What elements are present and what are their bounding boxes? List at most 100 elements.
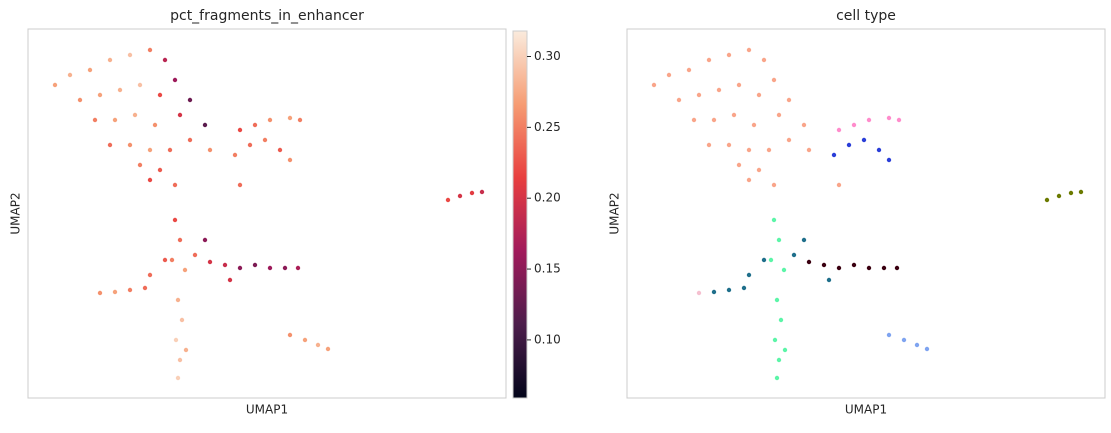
- point: [287, 157, 293, 163]
- point: [746, 272, 752, 278]
- point: [175, 375, 181, 381]
- point: [187, 137, 193, 143]
- point: [746, 47, 752, 53]
- point: [924, 346, 930, 352]
- point: [711, 117, 717, 123]
- point: [768, 257, 774, 263]
- point: [202, 122, 208, 128]
- point: [157, 92, 163, 98]
- point: [806, 147, 812, 153]
- point: [67, 72, 73, 78]
- point: [112, 289, 118, 295]
- point: [175, 297, 181, 303]
- point: [756, 92, 762, 98]
- point: [457, 193, 463, 199]
- point: [801, 122, 807, 128]
- point: [107, 142, 113, 148]
- point: [771, 182, 777, 188]
- y-axis-label: UMAP2: [9, 192, 23, 234]
- point: [237, 182, 243, 188]
- point: [751, 122, 757, 128]
- point: [746, 147, 752, 153]
- point: [173, 337, 179, 343]
- point: [836, 182, 842, 188]
- point: [1068, 190, 1074, 196]
- point: [479, 189, 485, 195]
- point: [761, 57, 767, 63]
- point: [187, 97, 193, 103]
- x-axis-label: UMAP1: [246, 403, 288, 417]
- point: [315, 342, 321, 348]
- point: [831, 152, 837, 158]
- point: [232, 152, 238, 158]
- colorbar: [512, 30, 528, 399]
- point: [142, 285, 148, 291]
- point: [776, 357, 782, 363]
- point: [192, 252, 198, 258]
- point: [97, 92, 103, 98]
- point: [325, 346, 331, 352]
- colorbar-tick-label: 0.10: [534, 332, 561, 346]
- point: [445, 197, 451, 203]
- point: [277, 147, 283, 153]
- axes-frame: [626, 28, 1106, 399]
- point: [237, 265, 243, 271]
- point: [247, 142, 253, 148]
- point: [666, 72, 672, 78]
- point: [806, 259, 812, 265]
- point: [726, 142, 732, 148]
- point: [157, 167, 163, 173]
- point: [172, 77, 178, 83]
- point: [901, 337, 907, 343]
- point: [736, 162, 742, 168]
- point: [287, 115, 293, 121]
- point: [469, 190, 475, 196]
- point: [771, 77, 777, 83]
- point: [297, 117, 303, 123]
- point: [894, 265, 900, 271]
- point: [169, 257, 175, 263]
- point: [781, 267, 787, 273]
- point: [282, 265, 288, 271]
- point: [736, 82, 742, 88]
- point: [1078, 189, 1084, 195]
- x-axis-label: UMAP1: [845, 403, 887, 417]
- chart-title: cell type: [836, 8, 896, 24]
- point: [774, 375, 780, 381]
- point: [686, 67, 692, 73]
- point: [766, 147, 772, 153]
- point: [826, 277, 832, 283]
- point: [92, 117, 98, 123]
- point: [295, 265, 301, 271]
- point: [137, 162, 143, 168]
- point: [726, 287, 732, 293]
- point: [237, 127, 243, 133]
- point: [87, 67, 93, 73]
- point: [252, 262, 258, 268]
- point: [676, 97, 682, 103]
- point: [711, 289, 717, 295]
- point: [267, 265, 273, 271]
- point: [741, 285, 747, 291]
- point: [252, 122, 258, 128]
- point: [177, 357, 183, 363]
- point: [262, 137, 268, 143]
- point: [177, 237, 183, 243]
- point: [836, 265, 842, 271]
- colorbar-tick-label: 0.30: [534, 49, 561, 63]
- point: [886, 115, 892, 121]
- point: [162, 57, 168, 63]
- axes-frame: [27, 28, 507, 399]
- colorbar-tick-label: 0.15: [534, 262, 561, 276]
- point: [207, 147, 213, 153]
- point: [97, 290, 103, 296]
- point: [127, 142, 133, 148]
- point: [227, 277, 233, 283]
- point: [107, 57, 113, 63]
- point: [866, 265, 872, 271]
- point: [112, 117, 118, 123]
- point: [774, 297, 780, 303]
- point: [147, 47, 153, 53]
- point: [127, 287, 133, 293]
